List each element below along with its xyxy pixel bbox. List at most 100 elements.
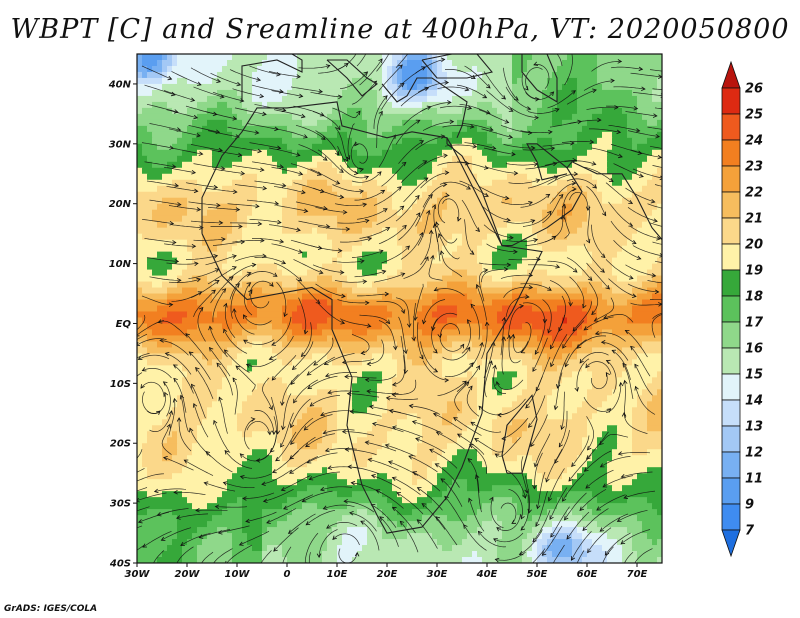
streamline-arrow xyxy=(232,266,237,271)
streamline-arrow xyxy=(137,332,140,337)
streamline-arrow xyxy=(345,227,351,232)
streamline-arrow xyxy=(608,177,614,182)
streamline-arrow xyxy=(222,481,228,486)
streamline-arrow xyxy=(631,240,637,245)
streamline-arrow xyxy=(388,408,394,414)
streamline xyxy=(566,178,597,189)
streamline-arrow xyxy=(527,423,533,428)
streamline xyxy=(307,356,336,376)
streamline xyxy=(359,314,390,324)
streamline-arrow xyxy=(541,551,547,556)
streamline xyxy=(368,458,399,471)
streamline xyxy=(137,315,146,331)
streamline xyxy=(528,395,546,428)
streamline-arrow xyxy=(112,534,116,538)
streamline xyxy=(618,452,651,455)
streamline xyxy=(444,362,474,377)
streamline-arrow xyxy=(597,117,602,123)
streamline-arrow xyxy=(526,106,532,111)
streamline-arrow xyxy=(176,417,182,422)
streamline-arrow xyxy=(432,223,438,228)
streamline xyxy=(478,262,511,266)
streamline-arrow xyxy=(271,469,277,474)
streamline xyxy=(186,255,218,260)
streamline-arrow xyxy=(327,465,333,470)
streamline xyxy=(632,168,662,179)
streamline-arrow xyxy=(623,379,628,385)
streamline xyxy=(600,456,631,468)
streamline xyxy=(185,182,218,188)
colorbar-top-triangle xyxy=(721,60,741,89)
streamline-arrow xyxy=(532,537,537,543)
streamline-arrow xyxy=(324,447,330,453)
streamline-arrow xyxy=(576,344,582,349)
streamline-arrow xyxy=(245,363,251,368)
streamline-arrow xyxy=(180,541,185,546)
colorbar: 26 25 24 23 22 21 20 19 18 17 16 15 14 13 12 11 9 7 xyxy=(721,60,764,558)
streamline-arrow xyxy=(421,503,427,508)
streamline xyxy=(585,361,612,375)
streamline xyxy=(594,297,615,322)
streamline-arrow xyxy=(421,319,427,325)
streamline xyxy=(239,530,270,546)
streamline xyxy=(243,339,275,345)
colorbar-box xyxy=(721,139,741,167)
streamline xyxy=(503,67,519,101)
streamline xyxy=(522,211,552,227)
streamline-arrow xyxy=(369,404,374,410)
streamline-arrow xyxy=(385,319,391,325)
streamline xyxy=(188,268,220,279)
streamline xyxy=(625,111,657,117)
streamline xyxy=(271,397,279,434)
streamline xyxy=(463,524,487,551)
streamline-arrow xyxy=(235,365,241,370)
streamline-arrow xyxy=(232,116,238,121)
streamline xyxy=(188,201,220,206)
streamline-arrow xyxy=(315,299,321,304)
streamline xyxy=(413,303,416,341)
streamline-arrow xyxy=(620,474,626,479)
streamline-arrow xyxy=(440,478,446,483)
streamline-arrow xyxy=(359,189,365,194)
streamline xyxy=(298,297,307,334)
streamline-arrow xyxy=(460,343,465,349)
coastline xyxy=(201,101,543,534)
streamline xyxy=(572,301,592,332)
streamline xyxy=(647,280,662,284)
streamline-arrow xyxy=(216,202,221,208)
streamline xyxy=(605,182,633,204)
streamline-arrow xyxy=(550,146,556,151)
streamline xyxy=(527,176,559,189)
streamline xyxy=(508,488,523,519)
streamline xyxy=(176,513,209,519)
streamline-arrow xyxy=(221,237,226,242)
streamline-arrow xyxy=(325,64,331,69)
streamline-arrow xyxy=(528,284,534,290)
streamline-arrow xyxy=(534,350,539,355)
streamline xyxy=(571,435,590,467)
streamline xyxy=(548,468,565,502)
streamline xyxy=(652,88,662,90)
streamline xyxy=(173,364,194,394)
streamline xyxy=(622,363,634,399)
streamline xyxy=(252,238,284,243)
colorbar-box xyxy=(721,503,741,531)
streamline-arrow xyxy=(579,358,584,364)
streamline xyxy=(229,69,261,81)
streamline xyxy=(466,386,480,417)
streamline-arrow xyxy=(274,201,280,206)
streamline-arrow xyxy=(562,344,567,349)
streamline xyxy=(360,520,380,551)
streamline-arrow xyxy=(602,211,607,217)
streamline xyxy=(400,160,427,183)
streamline-arrow xyxy=(172,364,178,369)
streamline-arrow xyxy=(332,535,337,540)
streamline xyxy=(283,494,314,510)
streamline-arrow xyxy=(268,405,273,411)
streamline-arrow xyxy=(432,412,438,417)
streamline-arrow xyxy=(238,224,243,229)
streamline xyxy=(525,475,530,513)
streamline xyxy=(295,278,321,304)
streamline xyxy=(634,548,653,563)
streamline xyxy=(490,497,504,529)
